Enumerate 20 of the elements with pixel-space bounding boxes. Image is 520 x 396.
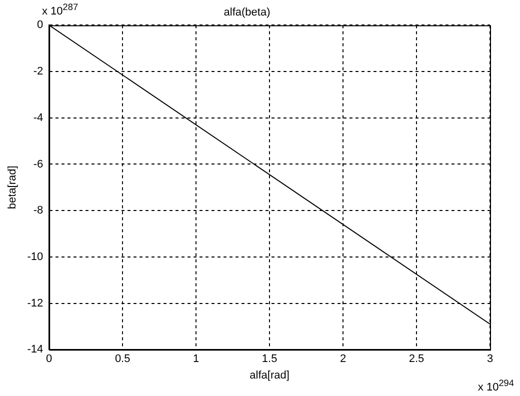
- chart-title: alfa(beta): [224, 6, 270, 19]
- y-tick-label: -12: [27, 297, 44, 310]
- x-tick-label: 0: [46, 353, 52, 366]
- y-tick-label: -2: [33, 66, 44, 78]
- y-axis-title: beta[rad]: [6, 166, 19, 210]
- y-tick-label: -8: [33, 204, 44, 217]
- x-axis-title: alfa[rad]: [250, 369, 290, 382]
- y-tick-label: -10: [27, 250, 44, 263]
- y-tick-label: -14: [27, 344, 44, 356]
- y-tick-label: -4: [33, 112, 44, 124]
- x-tick-label: 0.5: [114, 353, 130, 366]
- y-tick-label: 0: [36, 19, 44, 32]
- x-tick-label: 2: [340, 353, 346, 366]
- x-tick-label: 1: [193, 353, 200, 366]
- x-tick-label: 3: [486, 353, 494, 366]
- text: x 10$^{287}$: [42, 2, 78, 18]
- text: x 10$^{294}$: [478, 378, 514, 394]
- x-tick-label: 1.5: [262, 353, 278, 366]
- x-tick-label: 2.5: [408, 353, 424, 366]
- y-tick-label: -6: [33, 158, 44, 170]
